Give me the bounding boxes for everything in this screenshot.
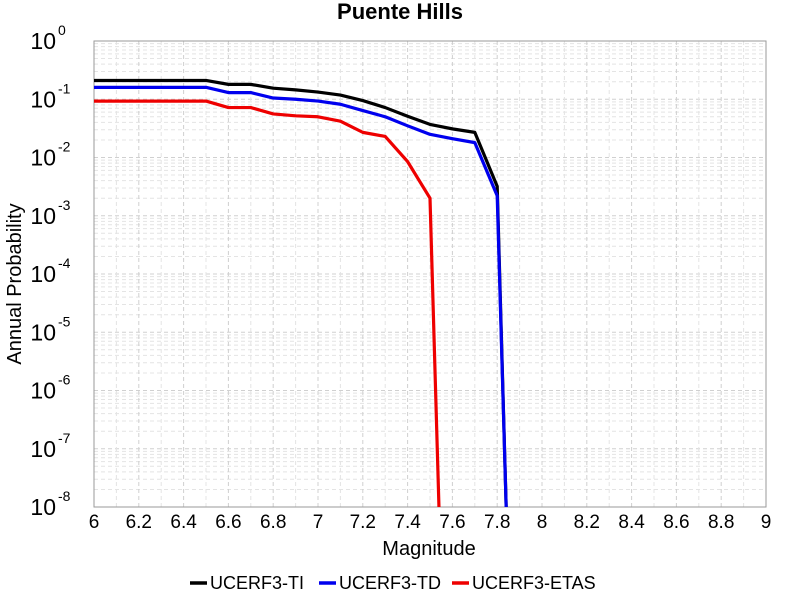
y-tick-base: 10 xyxy=(30,261,56,287)
x-tick-label: 8 xyxy=(537,512,548,533)
series-line-ucerf3-ti xyxy=(94,78,508,508)
y-tick-label: 10 -6 xyxy=(30,372,70,404)
x-tick-label: 7.6 xyxy=(439,512,465,533)
chart-title: Puente Hills xyxy=(337,0,463,24)
x-axis-ticks: 6 6.2 6.4 6.6 6.8 7 7.2 7.4 7.6 7.8 8 8.2 8.4 8.6 8.8 9 xyxy=(89,512,772,533)
y-tick-exponent: -5 xyxy=(58,313,71,329)
x-tick-label: 7.4 xyxy=(394,512,421,533)
legend: UCERF3-TI UCERF3-TD UCERF3-ETAS xyxy=(190,573,596,593)
legend-item: UCERF3-ETAS xyxy=(452,573,596,593)
y-tick-exponent: -6 xyxy=(58,372,71,388)
y-tick-exponent: 0 xyxy=(58,22,66,38)
x-tick-label: 7 xyxy=(313,512,324,533)
x-tick-label: 7.8 xyxy=(484,512,510,533)
series-lines xyxy=(94,78,508,508)
plot-frame xyxy=(93,40,767,508)
y-tick-base: 10 xyxy=(30,436,56,462)
y-tick-label: 10 0 xyxy=(30,22,66,54)
y-tick-base: 10 xyxy=(30,145,56,171)
x-tick-label: 6.2 xyxy=(126,512,152,533)
y-tick-label: 10 -7 xyxy=(30,430,70,462)
series-line-ucerf3-etas xyxy=(94,99,441,508)
x-tick-label: 8.2 xyxy=(574,512,600,533)
y-tick-base: 10 xyxy=(30,86,56,112)
y-tick-exponent: -1 xyxy=(58,80,71,96)
y-tick-exponent: -4 xyxy=(58,255,71,271)
x-tick-label: 6.6 xyxy=(215,512,241,533)
y-tick-base: 10 xyxy=(30,494,56,520)
x-tick-label: 9 xyxy=(761,512,772,533)
legend-item: UCERF3-TI xyxy=(190,573,304,593)
y-tick-exponent: -8 xyxy=(58,488,71,504)
y-tick-exponent: -7 xyxy=(58,430,71,446)
y-tick-label: 10 -4 xyxy=(30,255,70,287)
y-tick-exponent: -3 xyxy=(58,197,71,213)
x-tick-label: 8.6 xyxy=(663,512,689,533)
y-tick-base: 10 xyxy=(30,203,56,229)
y-tick-label: 10 -2 xyxy=(30,139,70,171)
y-tick-label: 10 -3 xyxy=(30,197,70,229)
x-tick-label: 8.4 xyxy=(618,512,645,533)
x-tick-label: 6.4 xyxy=(170,512,197,533)
x-tick-label: 8.8 xyxy=(708,512,734,533)
series-line-ucerf3-td xyxy=(94,85,508,508)
y-tick-base: 10 xyxy=(30,378,56,404)
x-tick-label: 6.8 xyxy=(260,512,286,533)
y-tick-label: 10 -8 xyxy=(30,488,70,520)
y-tick-base: 10 xyxy=(30,28,56,54)
grid xyxy=(93,41,767,508)
x-tick-label: 6 xyxy=(89,512,100,533)
legend-item: UCERF3-TD xyxy=(319,573,441,593)
y-tick-base: 10 xyxy=(30,319,56,345)
legend-label: UCERF3-TI xyxy=(210,573,304,593)
legend-label: UCERF3-TD xyxy=(339,573,441,593)
y-tick-label: 10 -5 xyxy=(30,313,70,345)
x-axis-title: Magnitude xyxy=(382,538,475,560)
y-axis-title: Annual Probability xyxy=(4,203,26,364)
y-tick-exponent: -2 xyxy=(58,139,71,155)
x-tick-label: 7.2 xyxy=(350,512,376,533)
legend-label: UCERF3-ETAS xyxy=(472,573,596,593)
y-tick-label: 10 -1 xyxy=(30,80,70,112)
